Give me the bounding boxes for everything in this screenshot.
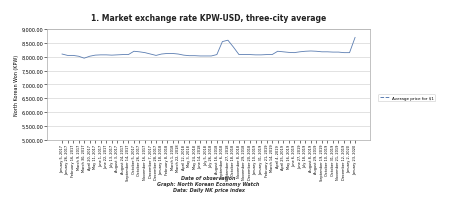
Text: 1. Market exchange rate KPW-USD, three-city average: 1. Market exchange rate KPW-USD, three-c… — [91, 14, 326, 23]
Legend: Average price for $1: Average price for $1 — [378, 95, 435, 102]
Y-axis label: North Korean Won (KPW): North Korean Won (KPW) — [14, 55, 18, 115]
Text: Date of observation
Graph: North Korean Economy Watch
Data: Daily NK price index: Date of observation Graph: North Korean … — [157, 175, 260, 192]
